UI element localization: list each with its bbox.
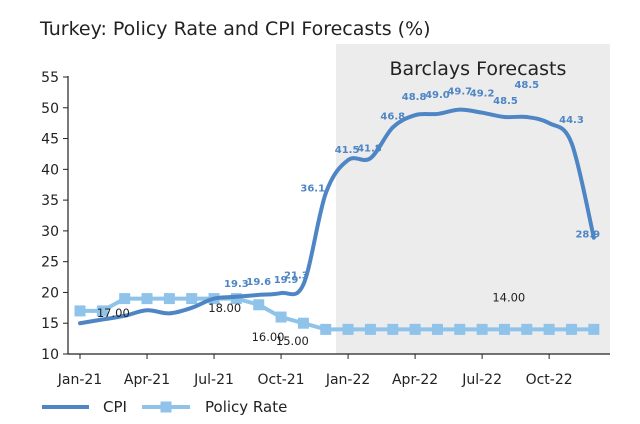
cpi-data-label: 21.3 [284,270,309,281]
x-tick-label: Apr-22 [392,372,438,388]
policy-rate-point [454,323,466,335]
cpi-data-label: 49.0 [425,90,450,101]
y-tick-label: 20 [41,285,59,301]
cpi-data-label: 19.3 [224,279,249,290]
cpi-data-label: 44.3 [559,115,584,126]
policy-rate-point [297,317,309,329]
policy-rate-point [409,323,421,335]
y-tick-label: 10 [41,347,59,363]
cpi-data-label: 46.8 [380,111,405,122]
legend-cpi-label: CPI [103,398,127,416]
policy-rate-point [565,323,577,335]
x-tick-label: Apr-21 [124,372,170,388]
legend: CPI Policy Rate [42,398,287,416]
policy-rate-point [476,323,488,335]
policy-rate-point [498,323,510,335]
policy-rate-point [74,305,86,317]
policy-rate-point [253,299,265,311]
y-tick-label: 45 [41,132,59,148]
policy-rate-point [186,293,198,305]
policy-rate-point [96,305,108,317]
policy-rate-data-label: 14.00 [492,290,525,304]
policy-rate-point [387,323,399,335]
x-tick-label: Oct-22 [526,372,573,388]
policy-rate-point [431,323,443,335]
y-tick-label: 50 [41,101,59,117]
policy-rate-point [543,323,555,335]
cpi-data-label: 49.7 [447,87,472,98]
forecast-shade-label: Barclays Forecasts [389,58,566,80]
cpi-data-label: 49.2 [470,89,495,100]
policy-rate-point [163,293,175,305]
cpi-data-label: 19.9 [274,275,299,286]
chart-title: Turkey: Policy Rate and CPI Forecasts (%… [39,18,431,40]
y-tick-label: 55 [41,70,59,86]
policy-rate-point [119,293,131,305]
cpi-data-label: 48.5 [514,80,539,91]
policy-rate-point [364,323,376,335]
cpi-line [78,107,596,326]
x-tick-label: Jul-21 [193,372,234,388]
cpi-data-label: 28.9 [575,230,600,241]
watermark: 头条 @边际实验室 [496,397,612,414]
forecast-shade [335,44,610,354]
legend-policy-label: Policy Rate [205,398,287,416]
cpi-data-label: 48.8 [402,92,427,103]
policy-rate-point [342,323,354,335]
y-tick-label: 35 [41,193,59,209]
policy-rate-data-label: 15.00 [276,334,309,348]
cpi-data-label: 41.5 [335,145,360,156]
y-tick-label: 25 [41,255,59,271]
policy-rate-data-label: 16.00 [252,330,285,344]
policy-rate-data-label: 18.00 [208,301,241,315]
policy-rate-data-label: 17.00 [97,306,130,320]
policy-rate-point [588,323,600,335]
cpi-data-label: 48.5 [493,96,518,107]
policy-rate-point [320,323,332,335]
plot-area: Barclays Forecasts 10 15 20 25 30 35 40 45 50 55 Ja… [41,44,610,388]
x-tick-label: Jul-22 [461,372,502,388]
policy-rate-point [521,323,533,335]
y-tick-label: 30 [41,224,59,240]
legend-policy-marker [160,401,172,413]
y-tick-label: 40 [41,162,59,178]
x-tick-label: Oct-21 [258,372,305,388]
cpi-data-label: 41.8 [357,143,382,154]
policy-rate-point [141,293,153,305]
cpi-data-label: 36.1 [300,183,325,194]
x-tick-label: Jan-22 [325,372,370,388]
x-tick-label: Jan-21 [57,372,102,388]
policy-rate-point [275,311,287,323]
cpi-data-label: 19.6 [246,277,271,288]
y-tick-label: 15 [41,316,59,332]
